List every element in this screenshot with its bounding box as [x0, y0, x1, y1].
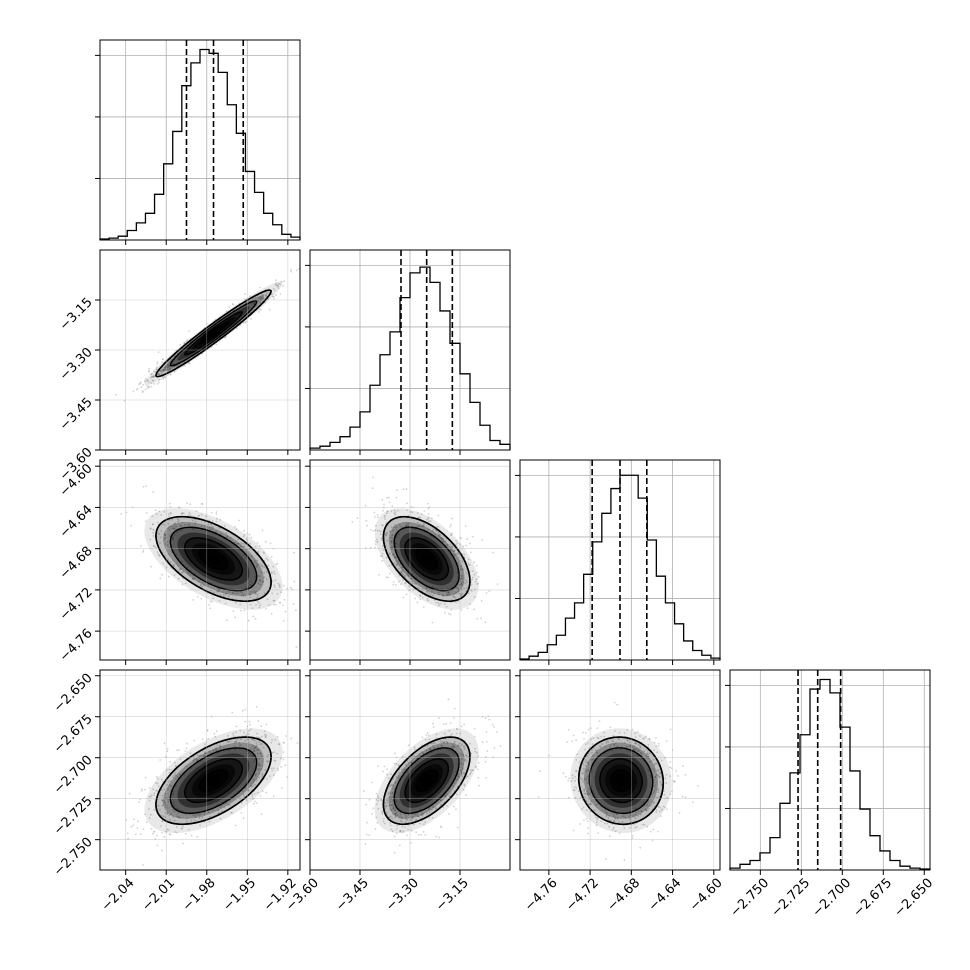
- x-tick-label-2-4: −4.60: [687, 876, 726, 915]
- contour-2-0-0: [198, 547, 229, 571]
- scatter-points-2-0: [120, 485, 298, 648]
- contour-3-1-0: [415, 769, 439, 793]
- contour-3-2-0: [609, 769, 633, 793]
- panel-frame-2-0: [99, 459, 301, 661]
- y-tick-label-2-2: −4.68: [57, 544, 96, 583]
- contours-3-0: [155, 736, 272, 826]
- density-peak-2-1: [419, 551, 434, 567]
- hist-panel-2: [515, 459, 721, 661]
- contour-2-0-2: [169, 526, 258, 592]
- density-shading-3-2: [570, 728, 672, 833]
- scatter-panel-2-0: [95, 459, 301, 665]
- y-tick-label-1-2: −3.30: [57, 345, 96, 384]
- contour-2-1-1: [404, 537, 450, 581]
- y-tick-label-1-3: −3.15: [57, 295, 96, 334]
- x-tick-label-2-0: −4.76: [522, 876, 561, 915]
- panel-frame-3-0: [99, 669, 301, 871]
- contour-1-0-2: [169, 300, 258, 367]
- x-tick-label-3-0: −2.750: [728, 876, 773, 921]
- x-tick-label-0-1: −2.01: [139, 876, 178, 915]
- x-tick-label-2-1: −4.72: [563, 876, 602, 915]
- contours-1-0: [155, 289, 272, 378]
- scatter-panel-1-0: [95, 249, 301, 455]
- contour-3-0-0: [198, 769, 229, 793]
- panel-frame-3-2: [519, 669, 721, 871]
- hist-steps-3: [729, 678, 931, 870]
- density-peak-3-0: [206, 773, 221, 788]
- hist-steps-1: [309, 266, 511, 450]
- scatter-points-3-1: [363, 698, 502, 854]
- hist-panel-3: [725, 669, 931, 871]
- y-tick-label-2-3: −4.64: [57, 502, 96, 541]
- scatter-panel-3-0: [95, 669, 301, 875]
- scatter-panel-2-1: [305, 459, 511, 665]
- x-tick-label-1-3: −3.15: [433, 876, 472, 915]
- hist-steps-0: [99, 48, 301, 240]
- panel-grid-2-0: [95, 460, 300, 665]
- contour-3-0-2: [169, 747, 258, 815]
- density-peak-2-0: [206, 552, 221, 566]
- contours-3-1: [382, 736, 471, 826]
- hist-panel-1: [305, 249, 511, 451]
- contours-2-0: [155, 515, 272, 603]
- hist-grid-0: [95, 40, 300, 240]
- y-tick-label-3-2: −2.700: [51, 753, 96, 798]
- contour-3-1-1: [404, 758, 449, 804]
- x-tick-label-3-4: −2.650: [892, 876, 937, 921]
- density-peak-3-1: [419, 773, 434, 788]
- contour-1-0-0: [198, 321, 229, 345]
- x-tick-label-1-1: −3.45: [333, 876, 372, 915]
- hist-frame-0: [99, 39, 301, 241]
- scatter-panel-3-2: [515, 669, 721, 875]
- contour-3-1-2: [393, 747, 460, 815]
- y-tick-label-3-0: −2.650: [51, 671, 96, 716]
- y-tick-label-3-4: −2.750: [51, 835, 96, 880]
- contour-2-1-0: [415, 547, 439, 571]
- panel-frame-2-1: [309, 459, 511, 661]
- contour-3-2-2: [588, 747, 654, 815]
- contour-3-2-1: [599, 758, 643, 804]
- x-tick-label-3-1: −2.725: [769, 876, 814, 921]
- panel-frame-3-1: [309, 669, 511, 871]
- x-tick-label-0-0: −2.04: [99, 876, 138, 915]
- contour-1-0-1: [184, 311, 243, 356]
- panel-grid-3-2: [515, 670, 720, 875]
- panel-grid-3-0: [95, 670, 300, 875]
- x-tick-label-2-2: −4.68: [604, 876, 643, 915]
- hist-panel-0: [95, 39, 301, 241]
- density-peak-3-2: [614, 773, 628, 788]
- x-tick-label-3-2: −2.700: [810, 876, 855, 921]
- x-tick-label-1-2: −3.30: [383, 876, 422, 915]
- hist-frame-2: [519, 459, 721, 661]
- contour-2-1-2: [393, 526, 460, 592]
- hist-frame-3: [729, 669, 931, 871]
- y-tick-label-2-1: −4.72: [57, 585, 96, 624]
- scatter-panel-3-1: [305, 669, 511, 875]
- hist-grid-3: [725, 670, 930, 870]
- contours-3-2: [577, 736, 665, 826]
- density-shading-2-1: [374, 508, 479, 610]
- x-tick-label-0-3: −1.95: [220, 876, 259, 915]
- contour-2-0-1: [184, 537, 243, 581]
- y-tick-label-1-1: −3.45: [57, 395, 96, 434]
- y-tick-label-2-0: −4.76: [57, 626, 96, 665]
- contours-2-1: [382, 515, 471, 603]
- y-tick-label-3-3: −2.725: [51, 794, 96, 839]
- x-tick-label-2-3: −4.64: [646, 876, 685, 915]
- panel-frame-1-0: [99, 249, 301, 451]
- y-tick-label-3-1: −2.675: [51, 712, 96, 757]
- x-tick-label-3-3: −2.675: [851, 876, 896, 921]
- x-tick-label-0-2: −1.98: [180, 876, 219, 915]
- contour-3-0-1: [184, 758, 243, 804]
